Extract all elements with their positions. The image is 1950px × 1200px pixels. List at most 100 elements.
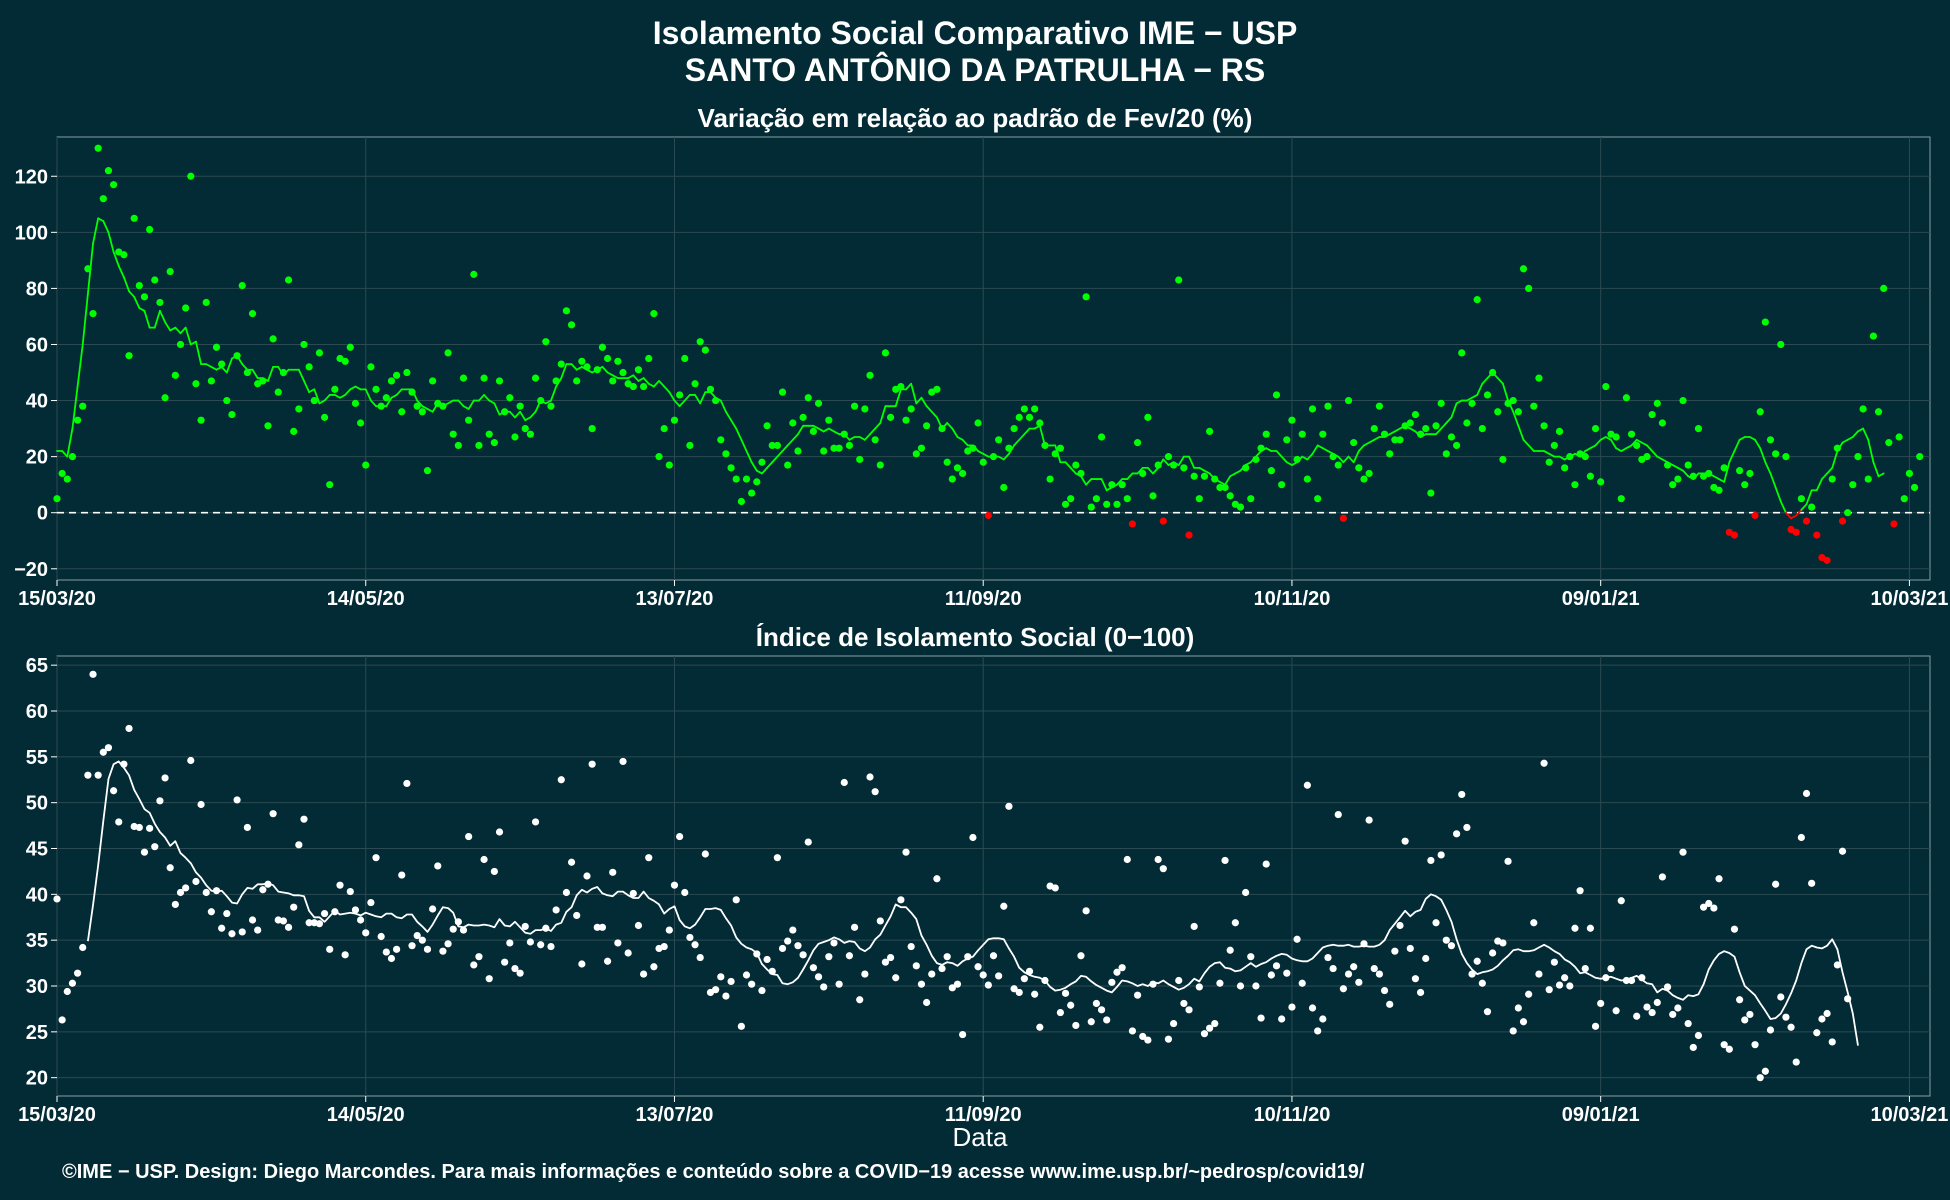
- data-point: [634, 366, 643, 374]
- data-point: [799, 951, 807, 959]
- data-point: [1149, 492, 1157, 500]
- data-point: [1653, 399, 1661, 407]
- data-point: [948, 984, 956, 992]
- data-point: [423, 945, 432, 953]
- data-point: [820, 447, 828, 455]
- data-point: [784, 461, 792, 469]
- credit-footer: ©IME − USP. Design: Diego Marcondes. Par…: [62, 1161, 1365, 1183]
- data-point: [171, 900, 179, 909]
- data-point: [1710, 904, 1718, 912]
- data-point: [712, 986, 720, 994]
- data-point: [305, 363, 313, 371]
- data-point: [207, 377, 215, 385]
- data-point: [1622, 394, 1631, 402]
- moving-average-segment: [1450, 402, 1458, 419]
- moving-average-segment: [1080, 475, 1088, 486]
- moving-average-segment: [184, 326, 192, 346]
- data-point: [984, 511, 992, 520]
- data-point: [1339, 985, 1348, 993]
- data-point: [645, 354, 653, 363]
- moving-average-segment: [1146, 466, 1154, 475]
- moving-average-segment: [447, 399, 455, 405]
- data-point: [1298, 979, 1306, 987]
- data-point: [290, 903, 298, 911]
- x-tick-label: 10/03/21: [1870, 1104, 1948, 1126]
- data-point: [1473, 957, 1481, 965]
- data-point: [202, 298, 210, 307]
- data-point: [1802, 517, 1811, 525]
- data-point: [1813, 1029, 1821, 1037]
- data-point: [825, 953, 833, 961]
- moving-average-segment: [858, 436, 866, 441]
- data-point: [79, 943, 87, 952]
- y-tick-label: 80: [26, 278, 48, 300]
- data-point: [398, 408, 406, 416]
- data-point: [789, 926, 797, 934]
- data-point: [1159, 517, 1167, 525]
- y-tick-label: 50: [26, 793, 48, 815]
- data-point: [506, 394, 514, 402]
- moving-average-segment: [699, 391, 707, 405]
- moving-average-segment: [951, 427, 959, 438]
- data-point: [1257, 444, 1265, 452]
- data-point: [58, 1016, 66, 1024]
- data-point: [933, 385, 941, 393]
- data-point: [1561, 464, 1569, 472]
- data-point: [567, 321, 576, 329]
- moving-average-segment: [1723, 461, 1731, 483]
- data-point: [110, 787, 118, 795]
- data-point: [1231, 919, 1239, 927]
- variation-grid: [56, 137, 1930, 580]
- data-point: [1869, 332, 1877, 340]
- data-point: [1411, 410, 1420, 419]
- moving-average-segment: [977, 450, 985, 455]
- moving-average-segment: [1712, 475, 1720, 480]
- data-point: [439, 947, 447, 955]
- moving-average-segment: [1826, 466, 1834, 475]
- data-point: [1715, 486, 1723, 494]
- index-y-axis: 20 25 30 35 40 45 50 55 60 65: [26, 655, 57, 1090]
- data-point: [284, 923, 293, 931]
- data-point: [1658, 873, 1667, 881]
- moving-average-segment: [1831, 450, 1839, 469]
- data-point: [1133, 991, 1142, 999]
- data-point: [341, 357, 349, 365]
- data-point: [1566, 453, 1574, 461]
- data-point: [825, 416, 833, 424]
- data-point: [856, 455, 864, 464]
- data-point: [1077, 952, 1085, 960]
- data-point: [578, 357, 586, 365]
- data-point: [1581, 453, 1589, 461]
- data-point: [1648, 410, 1656, 419]
- moving-average-segment: [637, 377, 645, 382]
- moving-average-segment: [97, 217, 105, 223]
- moving-average-segment: [153, 309, 161, 329]
- data-point: [429, 377, 437, 385]
- data-point: [1252, 455, 1260, 464]
- data-point: [182, 304, 190, 312]
- moving-average-segment: [1069, 466, 1077, 475]
- data-point: [902, 848, 910, 856]
- moving-average-segment: [1733, 438, 1741, 452]
- data-point: [1200, 1030, 1209, 1038]
- data-point: [511, 964, 519, 973]
- data-point: [449, 430, 457, 438]
- moving-average-segment: [683, 394, 691, 402]
- data-point: [1020, 975, 1028, 983]
- data-point: [1077, 469, 1085, 478]
- y-tick-label: 25: [26, 1022, 48, 1044]
- moving-average-segment: [1867, 438, 1875, 464]
- data-point: [861, 970, 869, 978]
- data-point: [1190, 922, 1198, 931]
- data-point: [362, 461, 370, 469]
- moving-average-segment: [761, 466, 768, 475]
- data-point: [429, 905, 437, 913]
- data-point: [1859, 405, 1867, 413]
- data-point: [1890, 520, 1898, 528]
- data-point: [1828, 475, 1836, 483]
- data-point: [1447, 433, 1456, 441]
- data-point: [763, 955, 771, 964]
- data-point: [1530, 919, 1538, 927]
- title-line-2: SANTO ANTÔNIO DA PATRULHA − RS: [685, 52, 1265, 88]
- moving-average-segment: [519, 410, 527, 422]
